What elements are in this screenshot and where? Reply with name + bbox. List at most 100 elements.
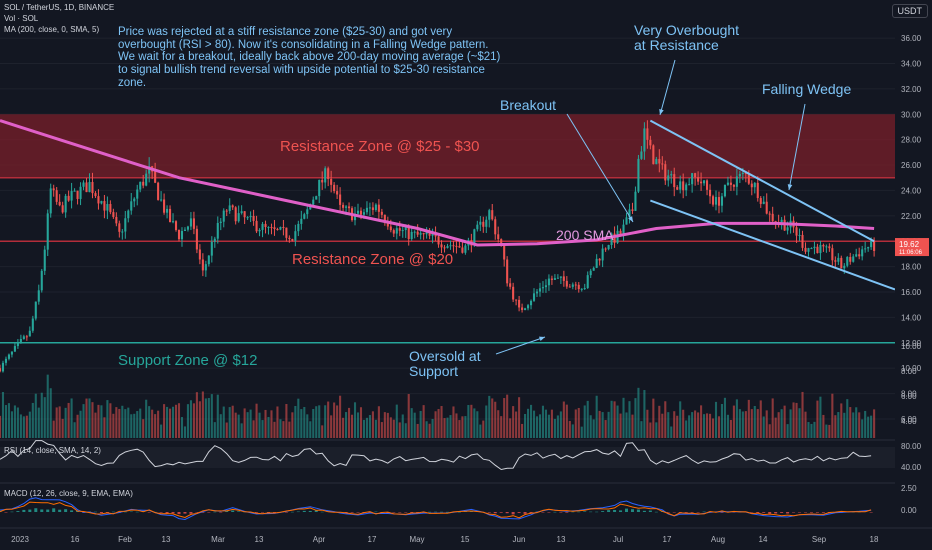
volume-bar bbox=[532, 410, 536, 438]
candle-body bbox=[318, 179, 321, 197]
volume-bar bbox=[700, 405, 703, 438]
volume-bar bbox=[488, 395, 491, 438]
macd-histogram-bar bbox=[619, 510, 623, 512]
volume-bar bbox=[873, 409, 876, 438]
candle-body bbox=[697, 177, 700, 182]
volume-bar bbox=[813, 421, 816, 438]
price-tick-15: 36.00 bbox=[901, 34, 922, 43]
candle-body bbox=[270, 227, 273, 229]
macd-histogram-bar bbox=[529, 512, 533, 514]
volume-bar bbox=[294, 405, 297, 438]
volume-bar bbox=[300, 409, 303, 438]
rsi-tick-1: 40.00 bbox=[901, 463, 922, 472]
candle-body bbox=[846, 257, 849, 266]
candle-body bbox=[273, 227, 276, 230]
candle-body bbox=[634, 191, 637, 211]
candle-body bbox=[186, 226, 189, 230]
candle-body bbox=[449, 245, 452, 247]
volume-bar bbox=[362, 419, 366, 438]
volume-bar bbox=[691, 412, 694, 438]
symbol-legend[interactable]: SOL / TetherUS, 1D, BINANCE bbox=[4, 3, 115, 12]
candle-body bbox=[744, 172, 747, 174]
annotation-arrows bbox=[495, 59, 806, 355]
macd-histogram-bar bbox=[219, 512, 223, 513]
candle-body bbox=[747, 173, 750, 184]
candle-body bbox=[828, 246, 831, 249]
macd-histogram-bar bbox=[690, 512, 694, 513]
candle-body bbox=[717, 197, 721, 206]
volume-bar bbox=[398, 422, 401, 438]
candle-body bbox=[234, 207, 237, 222]
volume-bar bbox=[151, 409, 154, 438]
macd-histogram-bar bbox=[625, 508, 628, 512]
candle-body bbox=[219, 221, 222, 223]
volume-bar bbox=[515, 411, 518, 438]
macd-histogram-bar bbox=[732, 512, 736, 513]
volume-bar bbox=[356, 412, 360, 438]
wedge-lower-line bbox=[650, 199, 896, 291]
currency-badge[interactable]: USDT bbox=[891, 4, 928, 18]
macd-histogram-bar bbox=[195, 512, 199, 513]
macd-histogram-bar bbox=[374, 511, 378, 513]
candle-body bbox=[279, 227, 282, 230]
volume-bar bbox=[321, 425, 324, 438]
candle-body bbox=[180, 230, 184, 240]
volume-bar bbox=[870, 415, 873, 438]
volume-bar bbox=[103, 417, 106, 438]
candle-body bbox=[380, 211, 383, 215]
falling-wedge-lines bbox=[649, 119, 896, 291]
candle-body bbox=[762, 201, 765, 204]
volume-bar bbox=[867, 416, 870, 438]
volume-bar bbox=[222, 406, 225, 438]
candle-body bbox=[333, 184, 336, 192]
candle-body bbox=[607, 245, 610, 250]
volume-bar bbox=[861, 419, 864, 438]
volume-bar bbox=[0, 415, 2, 438]
volume-bar bbox=[386, 412, 389, 438]
volume-bar bbox=[589, 415, 592, 438]
volume-bar bbox=[858, 412, 861, 438]
candle-body bbox=[4, 358, 8, 363]
volume-bar bbox=[88, 398, 91, 438]
volume-bar bbox=[70, 398, 73, 438]
macd-histogram-bar bbox=[189, 512, 193, 514]
volume-bar bbox=[34, 393, 37, 438]
candle-body bbox=[82, 182, 85, 187]
volume-bar bbox=[792, 402, 795, 438]
candle-body bbox=[527, 305, 530, 309]
candle-body bbox=[225, 210, 228, 212]
candle-body bbox=[324, 168, 327, 183]
rsi-legend[interactable]: RSI (14, close, SMA, 14, 2) bbox=[4, 446, 101, 455]
candle-body bbox=[723, 184, 726, 197]
volume-legend[interactable]: Vol · SOL bbox=[4, 14, 39, 23]
macd-histogram-bar bbox=[666, 512, 670, 513]
volume-bar bbox=[583, 405, 586, 438]
volume-bar bbox=[661, 413, 664, 438]
ma-legend[interactable]: MA (200, close, 0, SMA, 5) bbox=[4, 25, 100, 34]
time-axis[interactable]: 2023 16 Feb 13 Mar 13 Apr 17 May 15 Jun 13 Jul 17 Aug 1… bbox=[0, 527, 932, 544]
volume-bar bbox=[324, 405, 327, 438]
volume-bar bbox=[834, 415, 837, 438]
candle-body bbox=[139, 181, 142, 190]
volume-bar bbox=[58, 406, 61, 438]
candle-body bbox=[691, 173, 694, 185]
macd-histogram-bar bbox=[547, 512, 551, 513]
volume-bar bbox=[849, 407, 852, 438]
time-tick-17: 18 bbox=[870, 535, 879, 544]
candle-body bbox=[556, 277, 559, 279]
volume-bar bbox=[270, 410, 273, 438]
macd-legend[interactable]: MACD (12, 26, close, 9, EMA, EMA) bbox=[4, 489, 133, 498]
volume-bar bbox=[864, 410, 867, 438]
candle-body bbox=[88, 181, 91, 193]
volume-bar bbox=[195, 392, 198, 438]
volume-bar bbox=[160, 424, 163, 438]
price-tick-14: 34.00 bbox=[901, 59, 922, 68]
candle-body bbox=[294, 231, 297, 241]
candle-body bbox=[688, 184, 691, 186]
volume-bar bbox=[342, 417, 345, 438]
macd-tick-1: 0.00 bbox=[901, 506, 917, 515]
macd-histogram-bar bbox=[308, 510, 312, 512]
volume-bar bbox=[855, 407, 858, 438]
price-axis[interactable]: 6.008.0010.0012.0014.0016.0018.0020.0022… bbox=[895, 0, 932, 550]
